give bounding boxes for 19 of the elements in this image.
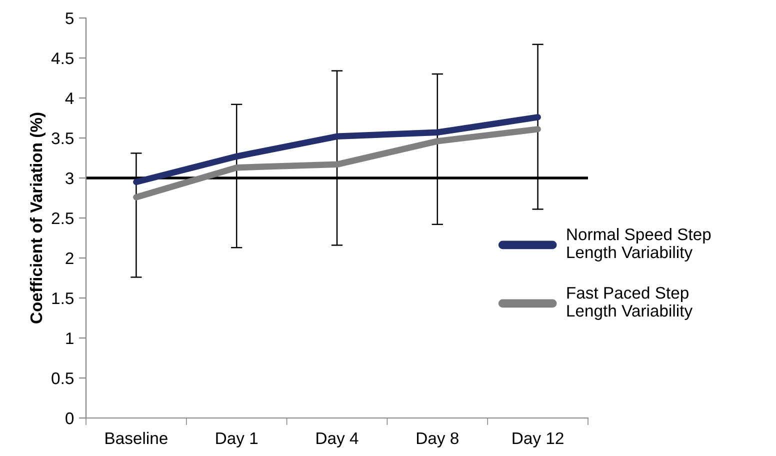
y-tick-label: 4.5	[51, 52, 74, 64]
y-tick-label: 3	[66, 172, 74, 184]
x-tick-label: Day 4	[316, 432, 358, 448]
y-tick-label: 2.5	[52, 212, 74, 224]
x-tick-label: Baseline	[106, 432, 168, 444]
y-tick-label: 2	[66, 252, 74, 264]
x-tick-label: Day 12	[512, 432, 564, 448]
y-tick-label: 4	[65, 92, 74, 104]
legend-label: Normal Speed Step Length Variability	[567, 228, 711, 262]
y-tick-label: 1.5	[52, 292, 74, 304]
y-tick-label: 3.5	[52, 132, 74, 144]
y-axis-title: Coefficient of Variation (%)	[30, 112, 46, 324]
x-tick-label: Day 8	[417, 432, 458, 448]
y-tick-label: 0	[66, 412, 74, 424]
legend-label: Fast Paced Step Length Variability	[567, 286, 693, 320]
y-tick-label: 1	[66, 332, 74, 344]
x-tick-label: Day 1	[216, 432, 258, 448]
y-tick-label: 5	[66, 12, 74, 24]
y-tick-label: 0.5	[52, 372, 74, 384]
